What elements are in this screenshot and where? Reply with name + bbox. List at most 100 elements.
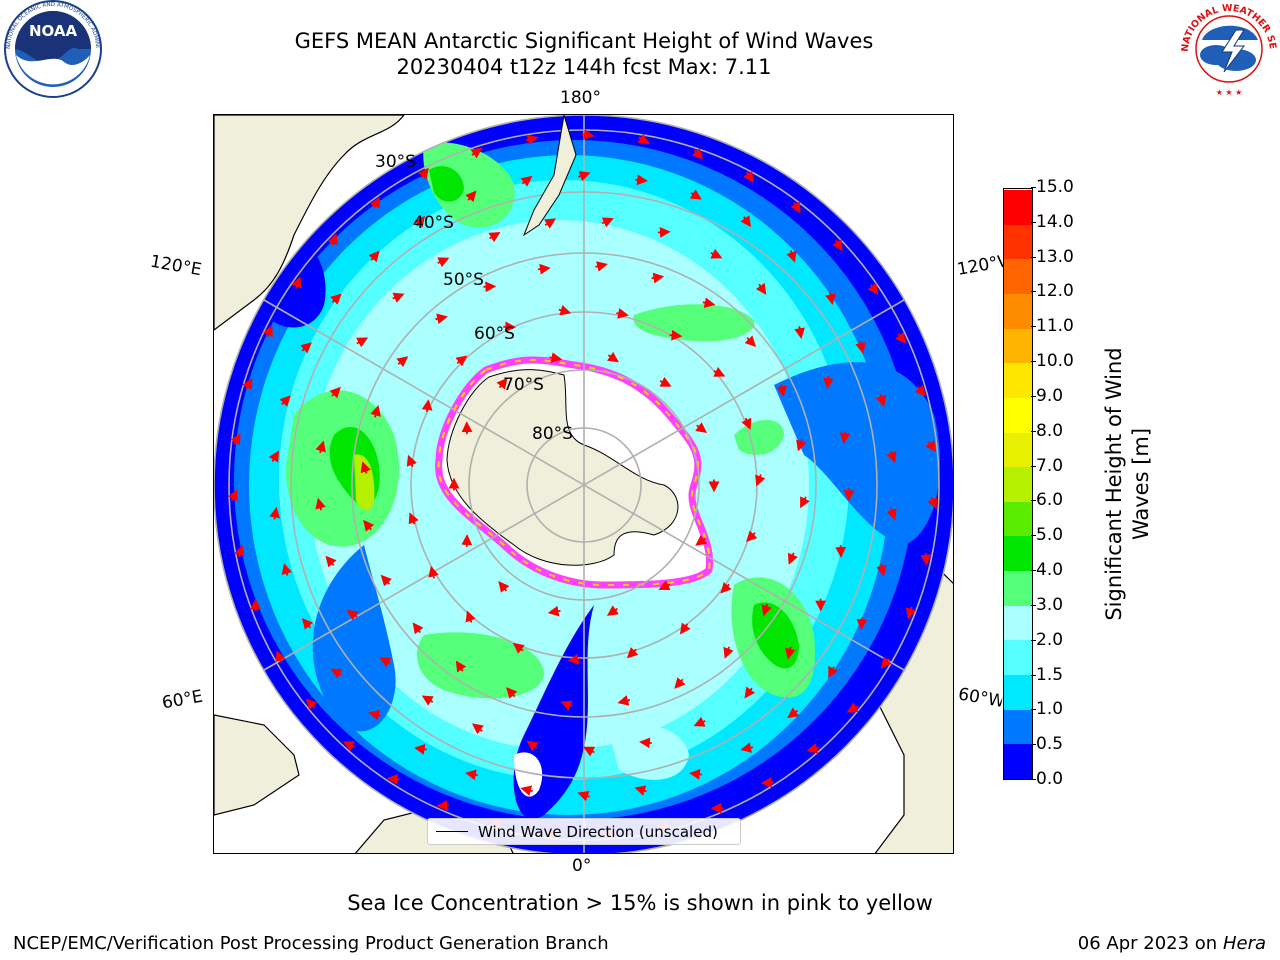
wave-arrow xyxy=(465,610,476,623)
wave-arrow xyxy=(465,769,478,781)
colorbar-tick-label: 1.5 xyxy=(1030,664,1064,685)
wave-arrow xyxy=(659,376,672,387)
wave-arrow xyxy=(234,544,245,558)
wave-arrow xyxy=(281,563,293,576)
wave-arrow xyxy=(790,201,801,214)
wave-arrow xyxy=(639,737,652,749)
wave-arrow xyxy=(421,695,434,706)
wave-arrow xyxy=(262,325,273,338)
wave-arrow xyxy=(346,610,359,621)
colorbar-segment xyxy=(1004,397,1032,433)
wave-arrow xyxy=(635,174,648,186)
wave-arrow xyxy=(428,565,439,579)
wave-arrow xyxy=(689,769,702,780)
africa-land xyxy=(214,714,300,816)
wave-arrow xyxy=(658,580,671,590)
wave-arrow xyxy=(744,335,757,347)
wave-arrow xyxy=(488,231,501,243)
wave-arrow xyxy=(578,171,591,182)
wave-arrow xyxy=(626,646,639,659)
wave-arrow xyxy=(370,404,381,418)
wave-arrow xyxy=(408,512,419,525)
colorbar-segment xyxy=(1004,570,1032,606)
colorbar-tick-label: 2.0 xyxy=(1030,629,1064,650)
wave-arrow xyxy=(839,431,851,444)
lat-label-60s: 60°S xyxy=(474,324,515,344)
noaa-logo-text: NOAA xyxy=(29,22,78,40)
lon-label-120e: 120°E xyxy=(148,251,204,281)
wave-arrow xyxy=(360,461,371,474)
wave-arrow xyxy=(695,535,708,546)
colorbar-tick-label: 10.0 xyxy=(1031,351,1074,372)
polar-map xyxy=(213,114,954,854)
wave-arrow xyxy=(760,777,774,788)
wave-arrow xyxy=(637,133,650,144)
wave-arrow xyxy=(437,257,450,268)
lon-label-60w: 60°W xyxy=(956,684,1004,712)
colorbar-segment xyxy=(1004,674,1032,710)
wave-arrow xyxy=(315,440,326,454)
legend-label: Wind Wave Direction (unscaled) xyxy=(478,822,718,841)
wave-arrow xyxy=(606,351,619,363)
wave-arrow xyxy=(744,686,756,699)
wave-arrow xyxy=(368,709,382,721)
colorbar-tick-label: 9.0 xyxy=(1030,385,1064,406)
colorbar-tick-label: 4.0 xyxy=(1030,560,1064,581)
colorbar-segment xyxy=(1004,432,1032,468)
colorbar-segment xyxy=(1004,605,1032,641)
wave-arrow xyxy=(436,799,450,811)
colorbar-segment xyxy=(1004,639,1032,676)
wave-arrow xyxy=(927,497,938,510)
wave-arrow xyxy=(327,233,338,246)
wave-arrow xyxy=(720,581,732,594)
wave-arrow xyxy=(386,774,400,785)
colorbar-segment xyxy=(1004,466,1032,502)
wave-arrow xyxy=(740,742,754,753)
wave-arrow xyxy=(498,581,510,593)
lat-label-30s: 30°S xyxy=(375,152,416,172)
wave-arrow xyxy=(825,292,836,306)
credit-line: NCEP/EMC/Verification Post Processing Pr… xyxy=(13,933,609,954)
wave-arrow xyxy=(325,555,337,568)
wave-arrow xyxy=(755,282,767,295)
colorbar-segment xyxy=(1004,362,1032,398)
colorbar-tick-label: 5.0 xyxy=(1030,525,1064,546)
wave-arrow xyxy=(342,741,355,752)
new-zealand-land xyxy=(522,115,577,237)
wave-arrow xyxy=(421,399,433,413)
map-canvas xyxy=(214,115,953,853)
wave-arrow xyxy=(301,618,314,630)
colorbar-tick-label: 0.5 xyxy=(1030,734,1064,755)
wave-arrow xyxy=(761,603,772,617)
colorbar-tick-label: 0.0 xyxy=(1030,769,1064,789)
wave-arrow xyxy=(471,723,484,735)
wave-arrow xyxy=(856,617,868,631)
wave-arrow xyxy=(305,698,318,710)
wave-arrow xyxy=(269,506,281,520)
date-stamp: 06 Apr 2023 on Hera xyxy=(1077,933,1266,954)
wave-arrow xyxy=(275,650,286,663)
wave-arrow xyxy=(886,507,897,521)
colorbar-tick-label: 11.0 xyxy=(1031,316,1074,337)
wave-arrow xyxy=(512,642,525,654)
wave-arrow xyxy=(823,376,834,390)
wave-arrow xyxy=(330,668,343,679)
wave-arrow xyxy=(413,743,427,755)
wave-arrow xyxy=(406,454,417,468)
wave-arrow xyxy=(412,622,424,635)
colorbar-tick-label: 6.0 xyxy=(1030,490,1064,511)
wave-arrow xyxy=(329,386,341,399)
wave-arrow xyxy=(537,263,551,275)
colorbar-tick-label: 8.0 xyxy=(1030,420,1064,441)
wave-arrow xyxy=(520,175,533,187)
wave-arrow xyxy=(693,716,706,727)
wave-arrow xyxy=(755,474,766,487)
wave-arrow xyxy=(800,496,810,509)
wave-arrow xyxy=(806,743,820,754)
wave-arrow xyxy=(392,292,405,303)
wave-arrow xyxy=(544,218,557,229)
wave-arrow xyxy=(796,438,807,452)
wave-arrow xyxy=(379,657,392,668)
wave-arrow xyxy=(920,552,932,566)
wave-arrow xyxy=(740,215,752,228)
